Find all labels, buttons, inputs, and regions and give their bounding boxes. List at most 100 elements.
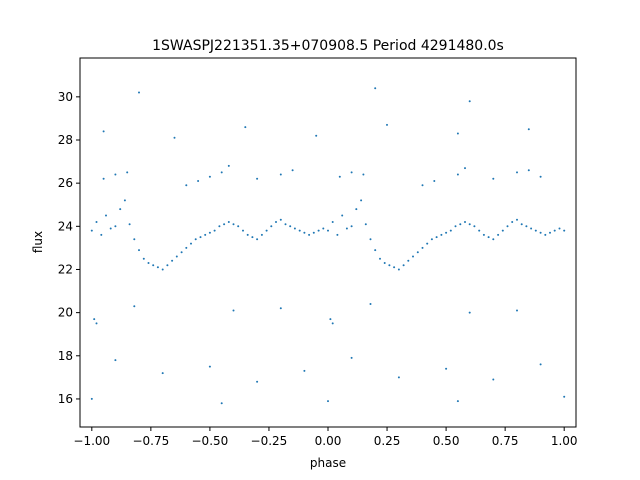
data-point — [213, 229, 216, 232]
data-point — [445, 367, 448, 370]
x-tick-label: 0.75 — [492, 434, 519, 448]
data-point — [279, 307, 282, 310]
data-point — [322, 227, 325, 230]
data-point — [520, 223, 523, 226]
data-point — [482, 233, 485, 236]
data-point — [315, 134, 318, 137]
data-point — [426, 242, 429, 245]
data-point — [293, 227, 296, 230]
data-point — [138, 249, 140, 252]
data-point — [279, 218, 282, 221]
data-point — [242, 229, 244, 232]
data-point — [329, 318, 332, 321]
data-point — [350, 171, 353, 174]
data-point — [388, 264, 391, 267]
data-point — [119, 208, 122, 211]
data-point — [303, 231, 306, 234]
data-point — [256, 380, 259, 383]
data-point — [501, 229, 504, 232]
data-point — [194, 238, 197, 241]
y-tick-label: 20 — [58, 306, 73, 320]
data-point — [397, 268, 400, 271]
data-point — [109, 227, 112, 230]
data-point — [407, 259, 410, 262]
data-point — [208, 231, 211, 234]
data-point — [199, 236, 202, 239]
data-point — [456, 132, 459, 135]
data-point — [275, 221, 277, 223]
data-point — [185, 246, 188, 249]
data-point — [527, 169, 530, 172]
data-point — [369, 238, 372, 241]
x-tick-label: −0.50 — [192, 434, 229, 448]
data-point — [430, 238, 433, 241]
data-point — [539, 175, 542, 178]
data-point — [126, 171, 129, 174]
data-point — [539, 363, 542, 366]
data-point — [317, 229, 320, 232]
data-point — [175, 255, 178, 258]
data-point — [468, 223, 471, 226]
data-point — [516, 309, 518, 312]
data-point — [336, 233, 339, 236]
data-point — [114, 173, 117, 176]
data-point — [487, 236, 490, 239]
x-tick-label: 0.50 — [433, 434, 460, 448]
data-point — [246, 233, 249, 236]
y-tick-label: 28 — [58, 133, 73, 147]
data-point — [190, 242, 192, 245]
data-point — [204, 233, 207, 236]
data-point — [379, 257, 381, 260]
x-tick-label: 0.00 — [315, 434, 342, 448]
data-point — [468, 100, 471, 103]
data-point — [208, 365, 211, 368]
data-point — [279, 173, 282, 176]
data-point — [208, 175, 211, 178]
data-point — [345, 227, 348, 230]
y-tick-label: 26 — [58, 176, 73, 190]
x-tick-label: −0.25 — [251, 434, 288, 448]
data-point — [123, 199, 126, 202]
data-point — [303, 369, 306, 372]
data-point — [244, 126, 247, 129]
data-point — [350, 225, 353, 228]
data-point — [440, 233, 443, 236]
data-point — [102, 130, 105, 133]
y-tick-label: 24 — [58, 219, 73, 233]
data-point — [270, 225, 273, 228]
data-point — [397, 376, 400, 379]
x-tick-label: −0.75 — [132, 434, 169, 448]
data-point — [156, 266, 159, 269]
data-point — [142, 257, 145, 260]
data-point — [338, 175, 341, 178]
data-point — [506, 225, 509, 228]
data-point — [327, 229, 329, 232]
y-axis-label: flux — [31, 231, 45, 253]
data-point — [223, 223, 226, 226]
data-point — [492, 238, 495, 241]
data-point — [464, 221, 466, 223]
data-point — [341, 214, 344, 217]
y-tick-label: 30 — [58, 90, 73, 104]
data-point — [133, 305, 136, 308]
data-point — [185, 184, 188, 187]
data-point — [534, 229, 537, 232]
data-point — [331, 221, 334, 223]
data-point — [220, 402, 223, 405]
data-point — [497, 233, 500, 236]
x-tick-label: −1.00 — [73, 434, 110, 448]
data-point — [350, 356, 353, 359]
data-point — [416, 251, 419, 254]
data-point — [100, 233, 103, 236]
data-point — [473, 225, 476, 228]
x-tick-label: 0.25 — [374, 434, 401, 448]
data-point — [355, 208, 358, 211]
data-point — [173, 136, 176, 139]
data-point — [464, 167, 466, 170]
data-point — [553, 229, 556, 232]
data-point — [445, 231, 448, 234]
data-point — [327, 400, 329, 403]
data-point — [260, 233, 263, 236]
data-point — [138, 91, 140, 94]
data-point — [369, 303, 372, 305]
